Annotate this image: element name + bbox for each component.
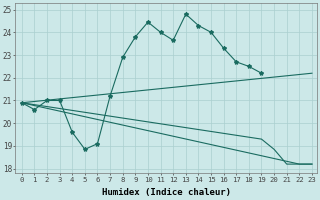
X-axis label: Humidex (Indice chaleur): Humidex (Indice chaleur) [102, 188, 231, 197]
